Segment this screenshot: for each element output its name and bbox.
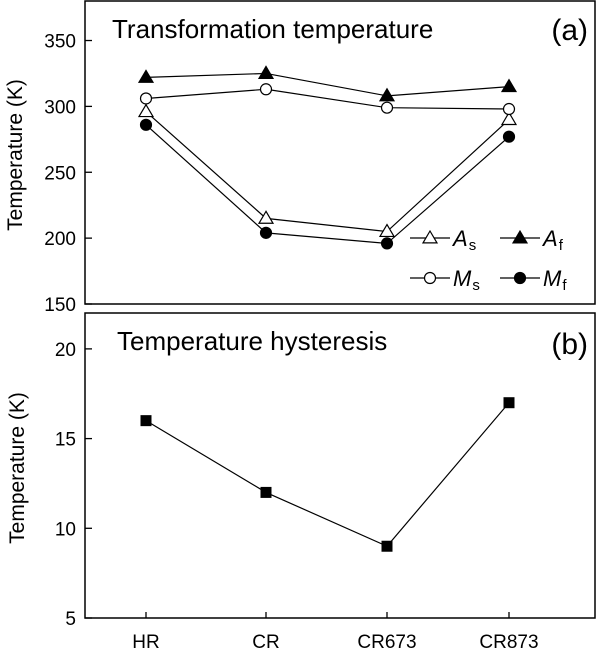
legend-label-subscript: s: [472, 277, 480, 294]
data-point: [257, 210, 275, 224]
series-hysteresis: [140, 397, 515, 552]
panel-b-y-axis: 5 10 15 20: [55, 340, 92, 630]
legend-label-main: M: [543, 266, 562, 291]
panel-b-title: Temperature hysteresis: [117, 326, 387, 356]
data-point: [502, 130, 516, 143]
panel-a-y-axis-title: Temperature (K): [4, 79, 27, 231]
data-point: [378, 87, 396, 102]
legend-label-main: A: [541, 226, 558, 251]
series-as: [137, 103, 518, 238]
x-axis-category-labels: HR CR CR673 CR873: [132, 612, 539, 653]
data-point: [381, 540, 393, 552]
data-point: [140, 415, 152, 427]
series-hysteresis-line: [145, 402, 510, 547]
legend-item-af: Af: [500, 226, 564, 254]
data-point: [257, 65, 275, 79]
panel-a-plot-area: [137, 65, 518, 250]
panel-a-title: Transformation temperature: [112, 14, 433, 44]
data-point: [259, 83, 273, 96]
data-point: [380, 101, 394, 114]
legend-label: As: [451, 226, 476, 254]
x-tick-label: CR: [252, 632, 279, 653]
panel-b-label: (b): [551, 328, 588, 361]
series-af: [137, 65, 518, 102]
x-tick-label: CR873: [479, 632, 538, 653]
data-point: [503, 397, 515, 409]
panel-b: Temperature hysteresis (b) Temperature (…: [6, 312, 596, 653]
panel-b-frame: [84, 312, 596, 619]
x-tick-label: CR673: [357, 632, 416, 653]
series-ms: [139, 83, 516, 116]
y-tick-label: 20: [55, 340, 76, 361]
legend-label: Ms: [453, 266, 480, 294]
legend-label: Af: [541, 226, 564, 254]
data-point: [502, 102, 516, 116]
y-tick-label: 5: [65, 609, 76, 630]
legend-item-mf: Mf: [500, 266, 567, 294]
series-mf: [139, 118, 516, 250]
legend-label: Mf: [543, 266, 567, 294]
panel-b-y-axis-title: Temperature (K): [6, 392, 29, 544]
y-tick-label: 300: [44, 97, 76, 118]
series-af-line: [145, 72, 510, 97]
series-as-line: [145, 111, 510, 233]
data-point: [139, 118, 153, 131]
legend-label-subscript: s: [469, 237, 477, 254]
data-point: [137, 69, 155, 83]
x-tick-label: HR: [132, 632, 159, 653]
y-tick-label: 15: [55, 430, 76, 451]
y-tick-label: 200: [44, 229, 76, 250]
data-point: [137, 103, 155, 118]
legend-marker: [513, 271, 527, 285]
panel-a-y-axis: 150 200 250 300 350: [44, 32, 92, 316]
panel-a-frame: [84, 0, 596, 305]
legend-marker: [421, 229, 439, 244]
series-ms-line: [145, 88, 510, 110]
legend-label-main: M: [453, 266, 472, 291]
legend-label-subscript: f: [562, 277, 567, 294]
y-tick-label: 350: [44, 32, 76, 53]
legend-label-main: A: [451, 226, 468, 251]
series-mf-line: [145, 124, 510, 245]
y-tick-label: 150: [44, 295, 76, 316]
legend-label-subscript: f: [559, 237, 564, 254]
data-point: [500, 111, 518, 126]
panel-a-label: (a): [551, 14, 588, 47]
legend-item-as: As: [410, 226, 476, 254]
data-point: [380, 237, 394, 250]
panel-b-plot-area: [140, 397, 515, 552]
data-point: [378, 223, 396, 238]
y-tick-label: 10: [55, 519, 76, 540]
panel-a: Transformation temperature (a) Temperatu…: [4, 0, 596, 316]
data-point: [500, 78, 518, 93]
data-point: [259, 226, 273, 239]
legend-item-ms: Ms: [410, 266, 480, 294]
y-tick-label: 250: [44, 163, 76, 184]
data-point: [260, 486, 272, 498]
legend-marker: [511, 229, 529, 244]
legend-marker: [423, 271, 437, 285]
data-point: [139, 92, 153, 105]
